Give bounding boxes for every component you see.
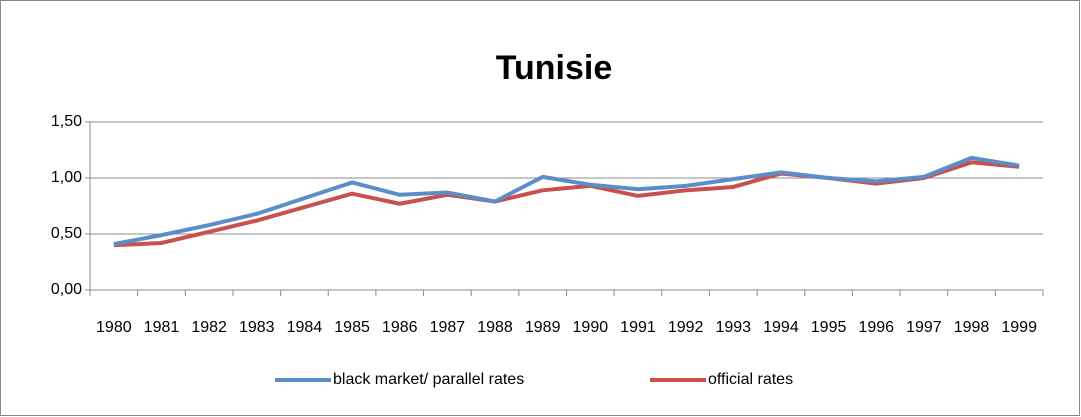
series-line bbox=[113, 155, 1020, 247]
x-tick-label: 1994 bbox=[763, 319, 799, 336]
legend-label: official rates bbox=[708, 371, 793, 388]
x-tick-label: 1993 bbox=[715, 319, 751, 336]
y-tick-label: 1,50 bbox=[51, 113, 82, 130]
x-tick-label: 1985 bbox=[334, 319, 370, 336]
x-tick-label: 1990 bbox=[573, 319, 609, 336]
chart-title: Tunisie bbox=[496, 49, 613, 87]
x-tick-label: 1999 bbox=[1001, 319, 1037, 336]
x-tick-label: 1983 bbox=[239, 319, 275, 336]
x-tick-label: 1987 bbox=[430, 319, 466, 336]
x-tick-label: 1984 bbox=[287, 319, 323, 336]
x-tick-label: 1982 bbox=[191, 319, 227, 336]
x-tick-label: 1980 bbox=[96, 319, 132, 336]
x-tick-label: 1991 bbox=[620, 319, 656, 336]
y-tick-label: 0,00 bbox=[51, 281, 82, 298]
y-tick-label: 0,50 bbox=[51, 225, 82, 242]
x-tick-label: 1986 bbox=[382, 319, 418, 336]
x-tick-label: 1988 bbox=[477, 319, 513, 336]
x-tick-label: 1981 bbox=[144, 319, 180, 336]
x-tick-label: 1997 bbox=[906, 319, 942, 336]
x-tick-label: 1995 bbox=[811, 319, 847, 336]
x-tick-label: 1996 bbox=[858, 319, 894, 336]
legend-label: black market/ parallel rates bbox=[333, 371, 524, 388]
x-tick-label: 1989 bbox=[525, 319, 561, 336]
x-tick-label: 1998 bbox=[954, 319, 990, 336]
x-tick-label: 1992 bbox=[668, 319, 704, 336]
y-tick-label: 1,00 bbox=[51, 169, 82, 186]
